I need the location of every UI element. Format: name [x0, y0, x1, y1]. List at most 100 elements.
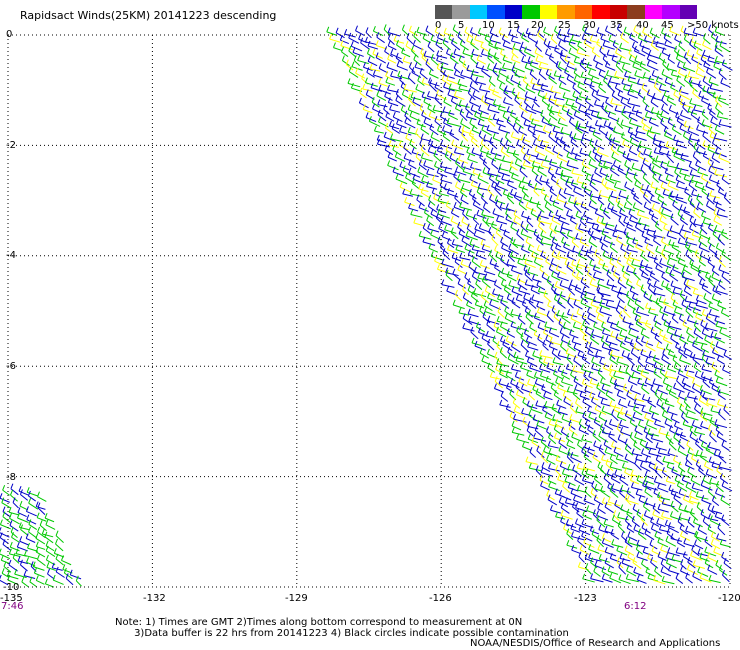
- wind-barb: [613, 510, 620, 522]
- wind-barb: [578, 418, 586, 430]
- wind-barb: [499, 137, 508, 150]
- wind-barb: [618, 190, 629, 200]
- wind-barb: [667, 349, 678, 359]
- wind-barb: [628, 322, 639, 333]
- wind-barb: [678, 512, 690, 521]
- wind-barb: [441, 74, 452, 86]
- wind-barb: [572, 365, 585, 374]
- wind-barb: [672, 354, 681, 367]
- wind-barb: [636, 475, 647, 486]
- wind-barb: [622, 271, 632, 284]
- wind-barb: [545, 375, 556, 386]
- wind-barb: [520, 332, 529, 344]
- wind-barb: [419, 67, 428, 80]
- wind-barb: [674, 329, 685, 339]
- wind-barb: [715, 341, 727, 352]
- wind-barb: [472, 167, 483, 178]
- wind-barb: [422, 222, 431, 234]
- lon-tick-label: -120: [718, 593, 740, 604]
- wind-barb: [655, 245, 665, 256]
- wind-barb: [621, 78, 632, 87]
- wind-barb: [558, 318, 566, 330]
- wind-barb: [523, 328, 533, 339]
- wind-barb: [565, 179, 573, 190]
- wind-barb: [685, 481, 697, 494]
- wind-barb: [629, 385, 641, 395]
- wind-barb: [646, 60, 659, 71]
- wind-barb: [667, 448, 678, 457]
- wind-barb: [703, 293, 713, 305]
- wind-barb: [589, 81, 598, 93]
- wind-barb: [704, 334, 715, 347]
- wind-barb: [496, 74, 506, 85]
- wind-barb: [527, 124, 536, 136]
- wind-barb: [675, 53, 684, 64]
- wind-barb: [617, 520, 626, 534]
- colorbar-label: 40: [636, 20, 649, 31]
- wind-barb: [430, 208, 441, 220]
- wind-barb: [631, 259, 645, 269]
- colorbar-swatch: [609, 5, 628, 19]
- wind-barb: [567, 297, 574, 309]
- wind-barb: [635, 109, 647, 122]
- wind-barb: [673, 493, 683, 506]
- wind-barb: [617, 276, 627, 289]
- wind-barb: [551, 347, 561, 361]
- wind-barb: [472, 199, 484, 211]
- wind-barb: [592, 430, 601, 442]
- wind-barb: [666, 63, 678, 72]
- wind-barb: [519, 45, 527, 57]
- wind-barb: [355, 25, 365, 36]
- wind-barb: [654, 332, 663, 344]
- wind-barb: [702, 150, 713, 162]
- wind-barb: [514, 158, 526, 170]
- wind-barb: [0, 574, 9, 586]
- wind-barb: [617, 23, 625, 36]
- wind-barb: [631, 41, 640, 52]
- wind-barb: [618, 365, 629, 375]
- wind-barb: [574, 518, 585, 528]
- wind-barb: [558, 74, 567, 86]
- wind-barb: [700, 407, 713, 416]
- wind-barb: [387, 160, 399, 171]
- wind-barb: [475, 321, 486, 333]
- wind-barb: [706, 192, 715, 205]
- wind-barb: [609, 364, 623, 374]
- wind-barb: [573, 342, 584, 354]
- wind-barb: [633, 193, 643, 205]
- wind-barb: [516, 26, 527, 38]
- wind-barb: [678, 86, 689, 95]
- wind-barb: [706, 67, 717, 79]
- wind-barb: [482, 214, 490, 227]
- wind-barb: [683, 120, 694, 130]
- wind-barb: [548, 327, 560, 338]
- wind-barb: [687, 194, 695, 206]
- wind-barb: [587, 307, 596, 318]
- wind-barb: [52, 574, 64, 585]
- wind-barb: [350, 41, 363, 52]
- wind-barb: [686, 279, 699, 291]
- wind-barb: [599, 357, 609, 368]
- wind-barb: [525, 28, 536, 36]
- colorbar-swatch: [627, 5, 645, 19]
- wind-barb: [437, 208, 450, 219]
- wind-barb: [392, 166, 404, 177]
- wind-barb: [689, 425, 697, 437]
- wind-barb: [581, 378, 593, 389]
- wind-barb: [676, 396, 685, 408]
- wind-barb: [696, 193, 704, 206]
- wind-barb: [721, 271, 731, 284]
- wind-barb: [678, 346, 688, 359]
- wind-barb: [491, 158, 499, 170]
- wind-barb: [529, 60, 542, 71]
- wind-barb: [14, 568, 27, 579]
- wind-barb: [702, 39, 712, 51]
- wind-barb: [9, 513, 20, 525]
- wind-barb: [28, 526, 38, 539]
- wind-barb: [648, 75, 659, 85]
- wind-barb: [692, 151, 702, 164]
- wind-barb: [491, 233, 499, 246]
- wind-barb: [653, 361, 666, 372]
- wind-barb: [25, 533, 36, 543]
- wind-barb: [609, 354, 619, 366]
